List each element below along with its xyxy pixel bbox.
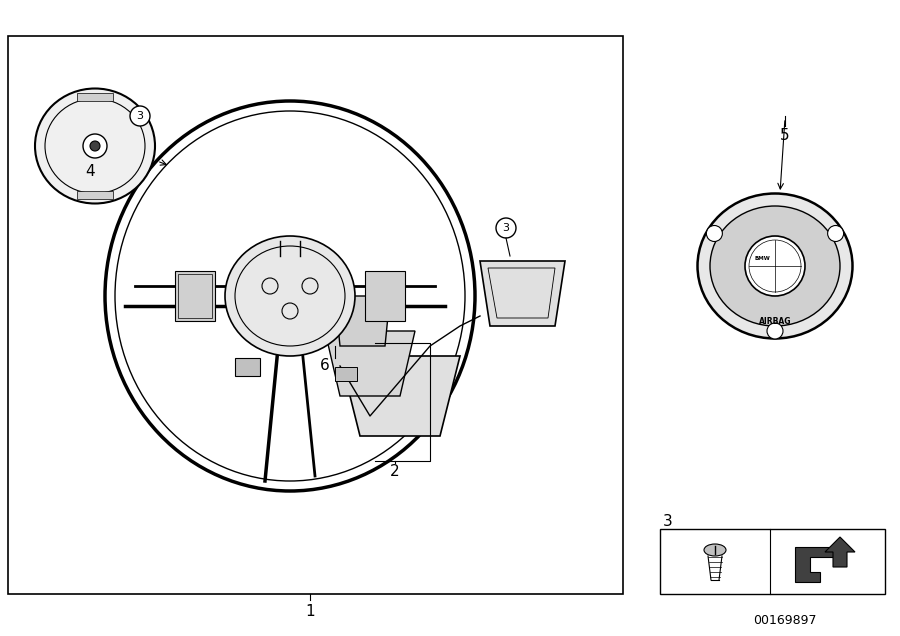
Bar <box>335 367 357 381</box>
Circle shape <box>130 106 150 126</box>
Bar <box>365 271 405 321</box>
Polygon shape <box>795 547 845 582</box>
Text: 5: 5 <box>780 128 790 144</box>
Text: 00169897: 00169897 <box>753 614 817 628</box>
Bar <box>8 36 623 594</box>
Ellipse shape <box>35 88 155 204</box>
Ellipse shape <box>710 206 840 326</box>
Bar <box>660 529 885 594</box>
Text: 6: 6 <box>320 359 330 373</box>
Polygon shape <box>480 261 565 326</box>
Bar <box>175 271 215 321</box>
Bar <box>77 191 113 199</box>
Ellipse shape <box>704 544 726 556</box>
Polygon shape <box>325 331 415 396</box>
Circle shape <box>83 134 107 158</box>
Bar <box>77 93 113 101</box>
Ellipse shape <box>225 236 355 356</box>
Polygon shape <box>340 356 460 436</box>
Bar <box>178 274 212 318</box>
Text: 3: 3 <box>502 223 509 233</box>
Circle shape <box>767 323 783 339</box>
Bar <box>235 358 260 376</box>
Text: 2: 2 <box>391 464 400 478</box>
Ellipse shape <box>698 193 852 338</box>
Text: BMW: BMW <box>754 256 770 261</box>
Circle shape <box>745 236 805 296</box>
Polygon shape <box>335 296 390 346</box>
Text: 3: 3 <box>663 513 673 529</box>
Text: 1: 1 <box>305 604 315 618</box>
Circle shape <box>828 226 843 242</box>
Text: AIRBAG: AIRBAG <box>759 317 791 326</box>
Circle shape <box>496 218 516 238</box>
Text: 3: 3 <box>137 111 143 121</box>
Text: 4: 4 <box>86 163 94 179</box>
Circle shape <box>706 226 723 242</box>
Circle shape <box>90 141 100 151</box>
Polygon shape <box>825 537 855 567</box>
